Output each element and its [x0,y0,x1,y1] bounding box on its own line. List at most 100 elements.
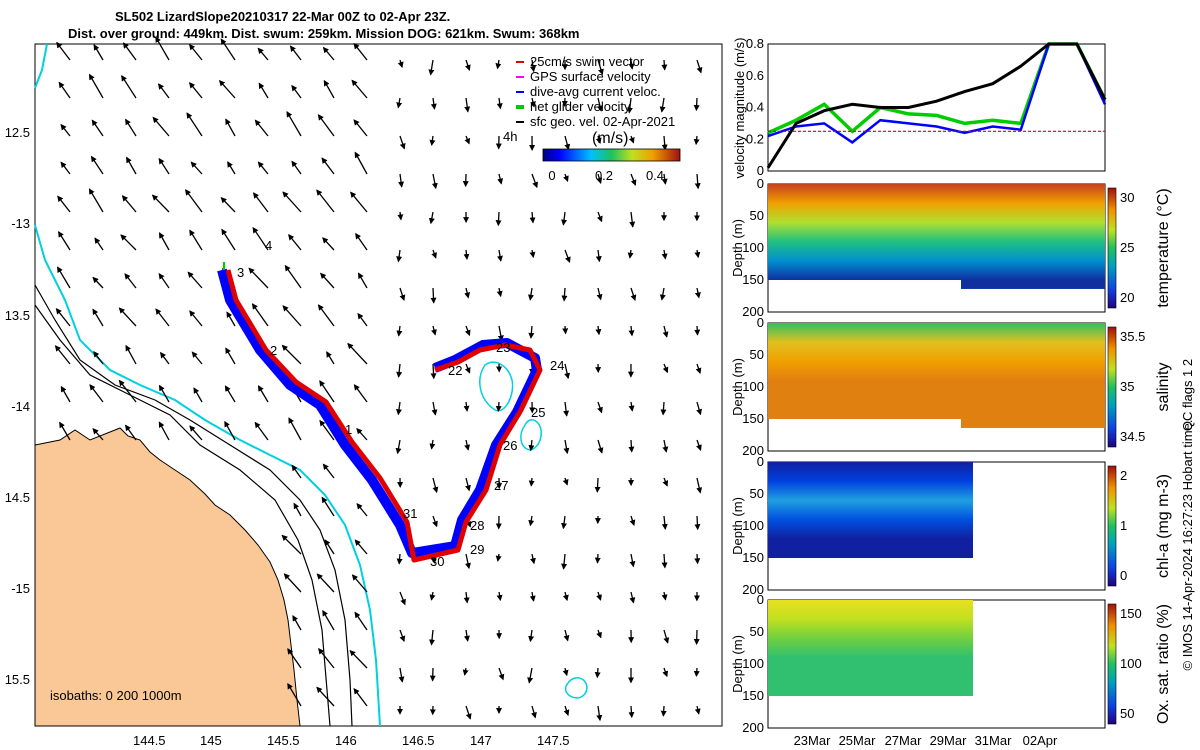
current-vector [349,649,368,669]
current-vector [528,439,535,452]
current-vector [354,611,368,631]
current-vector [463,249,470,260]
depth-tick: 0 [757,454,764,469]
current-vector [319,380,335,403]
map-xtick: 147 [470,733,492,748]
current-vector [189,229,203,251]
colorbar-tick: 2 [1120,468,1127,483]
current-vector [185,189,203,213]
map-ytick: 14.5 [5,490,30,505]
current-vector [661,515,668,530]
day-label: 25 [531,405,545,420]
depth-tick: 0 [757,315,764,330]
current-vector [528,515,535,527]
current-vector [189,425,203,441]
day-label: 22 [448,363,462,378]
day-label: 26 [503,438,517,453]
current-vector [158,272,170,289]
current-vector [316,189,335,213]
current-vector [396,97,403,109]
colorbar-tick: 20 [1120,290,1134,305]
current-vector [564,363,571,380]
current-vector [528,629,535,643]
current-vector [224,385,236,403]
current-vector [629,553,636,568]
legend-label-gps: GPS surface velocity [530,69,651,84]
current-vector [317,304,335,327]
current-vector [465,553,471,570]
section-colorbar [1107,465,1117,587]
current-vector [495,401,502,412]
current-vector [322,46,335,61]
current-vector [429,135,436,146]
current-vector [594,667,601,679]
date-tick: 02Apr [1023,733,1058,748]
current-vector [661,249,668,260]
current-vector [57,266,71,289]
current-vector [151,194,170,213]
current-vector [155,36,170,61]
current-vector [562,325,569,335]
current-vector [155,308,170,327]
current-vector [92,308,104,327]
current-vector [221,228,236,251]
current-vector [355,232,368,251]
current-vector [530,553,536,565]
section-field-deep [961,419,1105,428]
title-line-2: Dist. over ground: 449km. Dist. swum: 25… [68,26,580,41]
current-vector [320,272,335,289]
day-labels: 4 3 2 1 31 30 29 28 27 26 25 24 23 22 [237,238,564,569]
current-vector [563,401,570,417]
current-vector [429,591,436,601]
current-vector [89,384,104,403]
current-vector [432,515,438,528]
current-vector [561,287,568,302]
current-vector [58,231,71,251]
colorbar-tick: 25 [1120,240,1134,255]
current-vector [694,173,701,190]
velocity-panel: velocity magnitude (m/s) 0 0.2 0.4 0.6 0.8 [732,36,1107,178]
colorbar-label: salinity [1155,363,1172,412]
current-vector [696,59,703,74]
depth-label: Depth (m) [730,635,745,693]
velocity-series [766,42,1107,169]
colorbar-tick: 150 [1120,606,1142,621]
current-vector [696,401,703,416]
depth-label: Depth (m) [730,219,745,277]
scale-arrow-label: 4h [503,129,517,144]
current-vector [431,249,437,259]
footer-note: © IMOS 14-Apr-2024 16:27:23 Hobart time. [1180,420,1195,671]
current-vector [528,477,535,487]
current-vector [596,591,602,601]
velocity-series-line [766,42,1107,169]
section-panel: 0 50 100 150 200 Depth (m) 35.5 35 34.5 salinity [730,315,1172,458]
current-vector [125,424,137,441]
current-vector [529,591,536,602]
depth-tick: 50 [750,624,764,639]
current-vector [60,161,71,175]
current-vector [561,553,568,570]
current-vector [321,496,335,517]
colorbar-tick: 100 [1120,656,1142,671]
depth-tick: 50 [750,486,764,501]
current-vector [594,477,601,493]
velocity-frame [767,43,1106,172]
depth-tick: 200 [742,720,764,735]
current-vector [662,439,669,453]
map-legend: 25cm/s swim vector GPS surface velocity … [503,54,681,183]
current-vector [597,401,603,414]
legend-label-current: dive-avg current veloc. [530,84,661,99]
map-xtick: 146 [335,733,357,748]
current-vector [627,249,634,259]
current-vector [189,310,203,327]
current-vector [562,667,569,677]
day-label: 31 [403,506,417,521]
current-vector [353,687,368,707]
current-vector [696,439,702,451]
current-vector [158,384,170,403]
current-vector [693,667,700,677]
current-vector [659,97,666,113]
current-vector [287,682,302,707]
current-vector [495,553,502,562]
current-vector [321,157,335,175]
